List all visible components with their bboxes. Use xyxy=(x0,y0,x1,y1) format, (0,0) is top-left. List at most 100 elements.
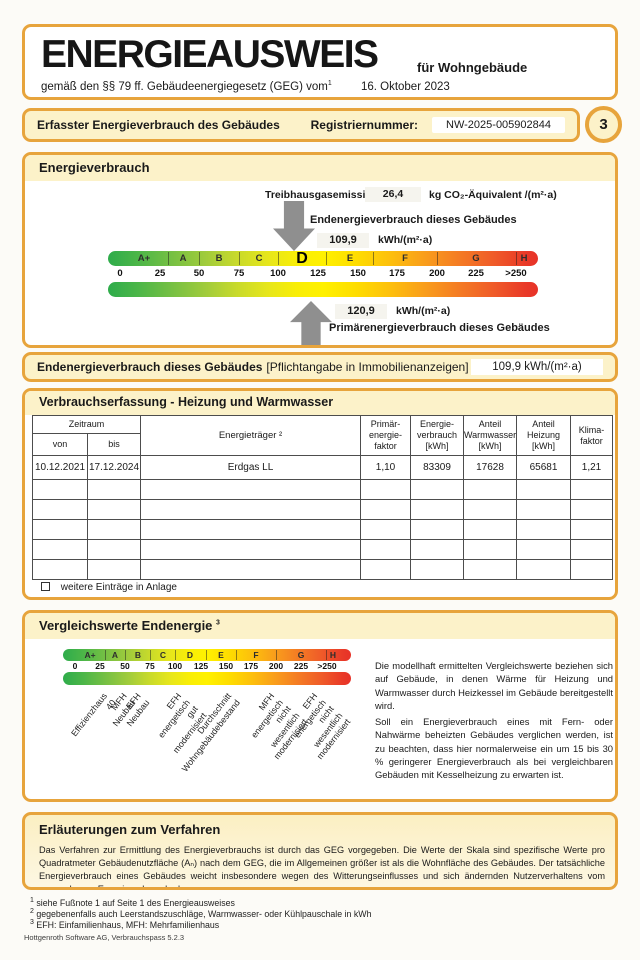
page-number-badge: 3 xyxy=(585,106,622,143)
footnote-3: 3 EFH: Einfamilienhaus, MFH: Mehrfamilie… xyxy=(30,919,220,930)
final-energy-arrow-icon xyxy=(273,201,315,251)
class-label: A+ xyxy=(137,253,151,264)
comparison-title: Vergleichswerte Endenergie 3 xyxy=(39,618,220,633)
primary-energy-arrow-icon xyxy=(290,301,332,345)
primary-energy-unit: kWh/(m²·a) xyxy=(396,305,451,317)
col-header-energietraeger: Energieträger ² xyxy=(140,415,362,456)
class-label: B xyxy=(134,650,142,660)
class-label: B xyxy=(215,253,223,264)
tick-label: 200 xyxy=(429,268,445,279)
energy-class-scale: A+ A B C D E F G H 0 25 50 75 100 125 15… xyxy=(108,251,538,297)
tick-label: 0 xyxy=(117,268,123,279)
tick-label: 125 xyxy=(310,268,326,279)
mandatory-label-normal: [Pflichtangabe in Immobilienanzeigen] xyxy=(266,360,469,374)
comparison-footnote-marker: 3 xyxy=(216,619,220,627)
header-box: ENERGIEAUSWEIS für Wohngebäude gemäß den… xyxy=(22,24,618,100)
tick-label: 200 xyxy=(268,661,284,671)
col-header-warmwasser: Anteil Warmwasser [kWh] xyxy=(463,415,518,456)
tick-label: 25 xyxy=(95,661,105,671)
energy-consumption-box: Energieverbrauch Treibhausgasemissionen … xyxy=(22,152,618,348)
comparison-title-bar: Vergleichswerte Endenergie 3 xyxy=(25,613,615,639)
cell-verbrauch: 83309 xyxy=(410,455,465,480)
primary-energy-label: Primärenergieverbrauch dieses Gebäudes xyxy=(329,322,550,334)
document-subtitle: für Wohngebäude xyxy=(417,60,528,75)
class-label: G xyxy=(472,253,480,264)
final-energy-value: 109,9 xyxy=(317,233,369,248)
cell-klima: 1,21 xyxy=(570,455,614,480)
tick-label: 225 xyxy=(468,268,484,279)
tick-label: 50 xyxy=(193,268,205,279)
cell-warmwasser: 17628 xyxy=(463,455,518,480)
tick-label: 225 xyxy=(293,661,309,671)
tick-label: 175 xyxy=(389,268,405,279)
tick-label: 25 xyxy=(154,268,166,279)
footnote-1: 1 siehe Fußnote 1 auf Seite 1 des Energi… xyxy=(30,897,235,908)
banner-bar: Erfasster Energieverbrauch des Gebäudes … xyxy=(22,108,580,142)
class-label: H xyxy=(520,253,528,264)
class-label: D xyxy=(186,650,194,660)
scale-tick-row: 0 25 50 75 100 125 150 175 200 225 >250 xyxy=(108,266,538,282)
cell-heizung: 65681 xyxy=(516,455,572,480)
class-label: E xyxy=(346,253,354,264)
empty-table-row xyxy=(32,559,614,580)
registry-label: Registriernummer: xyxy=(310,118,419,132)
gradient-band xyxy=(108,282,538,297)
explanation-box: Erläuterungen zum Verfahren Das Verfahre… xyxy=(22,812,618,890)
col-header-bis: bis xyxy=(86,433,142,456)
class-label: C xyxy=(255,253,263,264)
class-label-current: D xyxy=(296,250,308,267)
law-reference: gemäß den §§ 79 ff. Gebäudeenergiegesetz… xyxy=(41,80,450,93)
comparison-paragraph-2: Soll ein Energieverbrauch eines mit Fern… xyxy=(375,716,613,781)
mandatory-bar: Endenergieverbrauch dieses Gebäudes [Pfl… xyxy=(22,352,618,382)
col-header-heizung: Anteil Heizung [kWh] xyxy=(516,415,572,456)
energy-section-title: Energieverbrauch xyxy=(39,160,150,175)
tick-label: 100 xyxy=(270,268,286,279)
scale-tick-row: 0 25 50 75 100 125 150 175 200 225 >250 xyxy=(63,661,351,672)
tick-label: 150 xyxy=(218,661,234,671)
tick-label: 150 xyxy=(350,268,366,279)
cell-bis: 17.12.2024 xyxy=(86,455,142,480)
mandatory-value: 109,9 kWh/(m²·a) xyxy=(471,359,603,375)
col-header-von: von xyxy=(32,433,88,456)
ghg-unit: kg CO₂-Äquivalent /(m²·a) xyxy=(429,189,557,201)
class-band: A+ A B C D E F G H xyxy=(63,649,351,661)
empty-table-row xyxy=(32,479,614,500)
law-date: 16. Oktober 2023 xyxy=(360,80,450,93)
final-energy-label: Endenergieverbrauch dieses Gebäudes xyxy=(310,214,517,226)
table-title-bar: Verbrauchserfassung - Heizung und Warmwa… xyxy=(25,391,615,415)
tick-label: >250 xyxy=(505,268,527,279)
more-entries-label: weitere Einträge in Anlage xyxy=(60,582,177,593)
mandatory-label-bold: Endenergieverbrauch dieses Gebäudes xyxy=(37,360,263,374)
tick-label: 100 xyxy=(167,661,183,671)
consumption-table: Zeitraum Energieträger ² Primär- energie… xyxy=(31,415,614,580)
empty-table-row xyxy=(32,499,614,520)
document-title: ENERGIEAUSWEIS xyxy=(41,33,379,76)
class-label: G xyxy=(297,650,305,660)
tick-label: 125 xyxy=(193,661,209,671)
registry-number: NW-2025-005902844 xyxy=(432,117,565,133)
comparison-scale: A+ A B C D E F G H 0 25 50 75 100 125 15… xyxy=(63,649,351,685)
empty-table-row xyxy=(32,539,614,560)
class-label: A+ xyxy=(84,650,96,660)
col-header-zeitraum: Zeitraum xyxy=(31,415,142,434)
cell-energietraeger: Erdgas LL xyxy=(140,455,362,480)
footnote-2: 2 gegebenenfalls auch Leerstandszuschläg… xyxy=(30,908,372,919)
class-label: A xyxy=(111,650,119,660)
class-label: A xyxy=(179,253,187,264)
tick-label: 0 xyxy=(72,661,78,671)
class-label: E xyxy=(218,650,224,660)
primary-energy-value: 120,9 xyxy=(335,304,387,319)
class-label: F xyxy=(402,253,408,264)
ghg-label: Treibhausgasemissionen xyxy=(265,189,391,201)
energy-title-bar: Energieverbrauch xyxy=(25,155,615,181)
col-header-verbrauch: Energie- verbrauch [kWh] xyxy=(410,415,465,456)
class-band: A+ A B C D E F G H xyxy=(108,250,538,267)
comparison-paragraph-1: Die modellhaft ermittelten Vergleichswer… xyxy=(375,660,613,712)
tick-label: 75 xyxy=(233,268,245,279)
more-entries-row: weitere Einträge in Anlage xyxy=(41,582,177,593)
software-footer: Hottgenroth Software AG, Verbrauchspass … xyxy=(24,933,185,942)
empty-table-row xyxy=(32,519,614,540)
more-entries-checkbox[interactable] xyxy=(41,582,50,591)
ghg-value: 26,4 xyxy=(365,187,421,202)
